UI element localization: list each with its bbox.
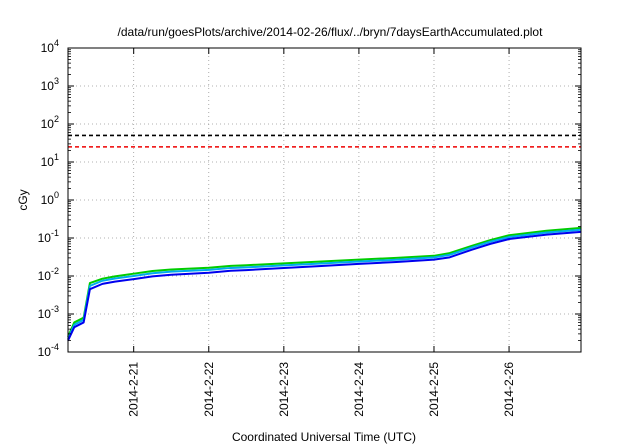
x-tick-label: 2014-2-21 bbox=[127, 362, 141, 417]
y-tick-label: 10-2 bbox=[38, 266, 59, 283]
x-tick-label: 2014-2-26 bbox=[502, 362, 516, 417]
y-tick-label: 104 bbox=[41, 38, 59, 55]
series-line bbox=[67, 230, 582, 341]
series-line bbox=[67, 228, 582, 340]
series-line bbox=[67, 226, 582, 338]
y-tick-label: 102 bbox=[41, 114, 59, 131]
y-tick-label: 101 bbox=[41, 152, 59, 169]
y-tick-label: 10-3 bbox=[38, 304, 59, 321]
series-lines bbox=[67, 226, 582, 341]
y-tick-label: 10-4 bbox=[38, 342, 59, 359]
x-axis-label: Coordinated Universal Time (UTC) bbox=[232, 430, 416, 444]
y-tick-label: 100 bbox=[41, 190, 59, 207]
y-tick-label: 103 bbox=[41, 76, 59, 93]
chart-title: /data/run/goesPlots/archive/2014-02-26/f… bbox=[118, 25, 544, 39]
grid bbox=[68, 48, 581, 352]
y-tick-label: 10-1 bbox=[38, 228, 59, 245]
y-axis-label: cGy bbox=[16, 189, 30, 210]
x-tick-label: 2014-2-22 bbox=[202, 362, 216, 417]
x-axis-ticks: 2014-2-21 2014-2-22 2014-2-23 2014-2-24 2014… bbox=[127, 48, 516, 417]
threshold-lines bbox=[68, 134, 581, 148]
x-tick-label: 2014-2-25 bbox=[427, 362, 441, 417]
x-tick-label: 2014-2-23 bbox=[277, 362, 291, 417]
x-tick-label: 2014-2-24 bbox=[352, 362, 366, 417]
y-axis-ticks: 10-4 10-3 10-2 10-1 100 101 102 103 104 bbox=[38, 38, 581, 359]
